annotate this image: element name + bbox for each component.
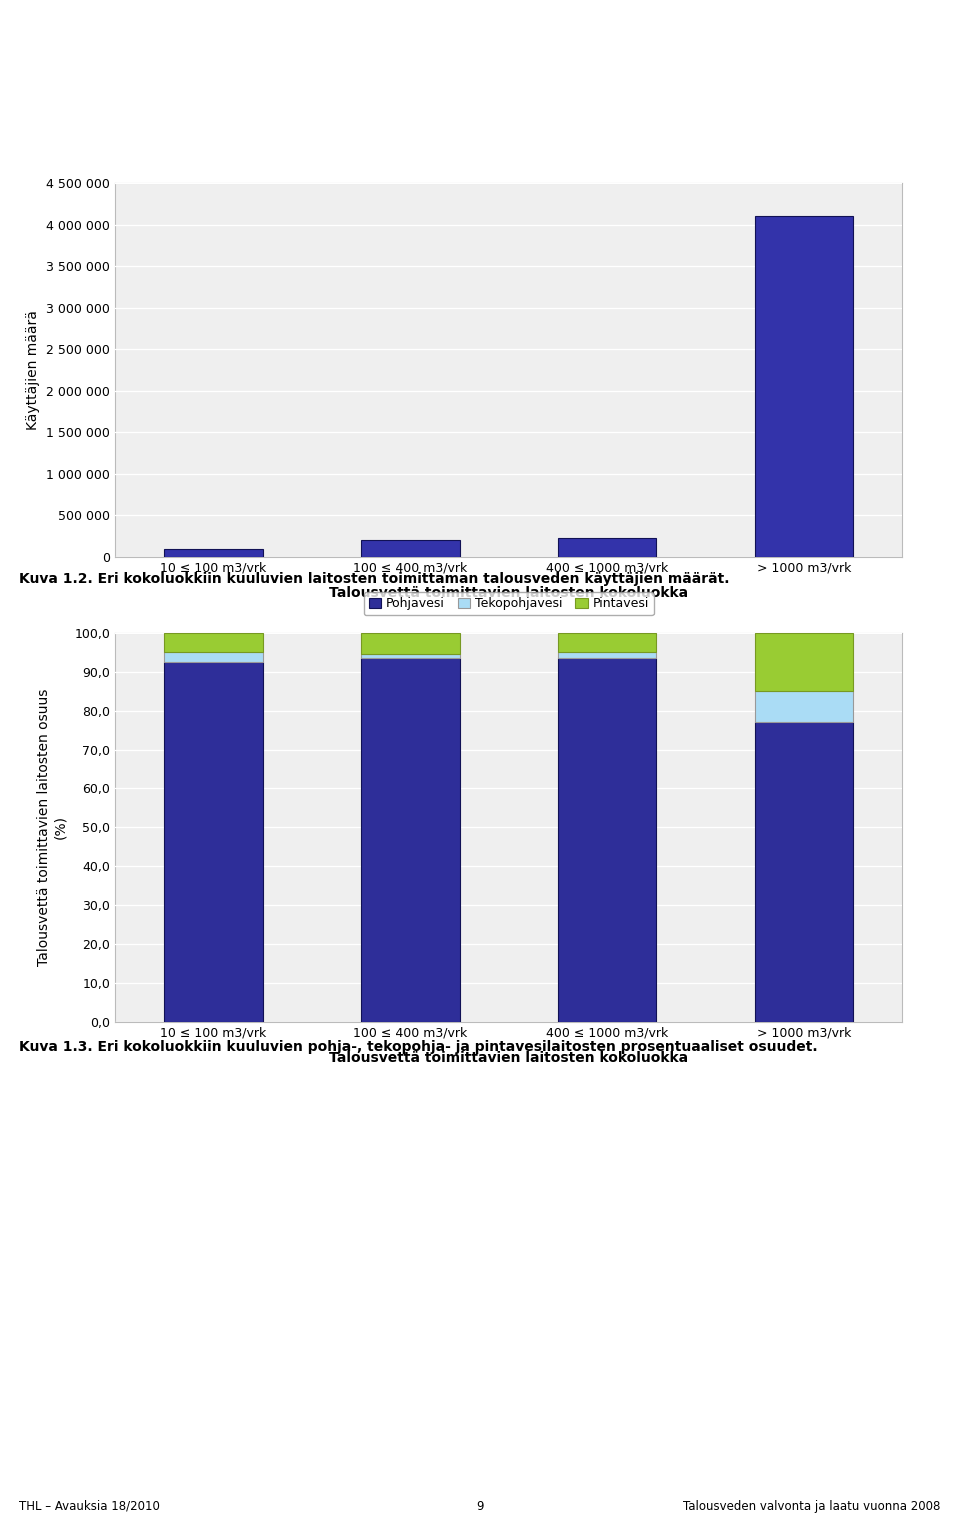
Bar	[164, 633, 263, 653]
Y-axis label: Talousvettä toimittavien laitosten osuus
(%): Talousvettä toimittavien laitosten osuus…	[37, 689, 67, 965]
Bar	[755, 217, 853, 557]
Bar	[755, 691, 853, 723]
Bar	[164, 662, 263, 1022]
Text: Talousveden valvonta ja laatu vuonna 2008: Talousveden valvonta ja laatu vuonna 200…	[684, 1499, 941, 1513]
Y-axis label: Käyttäjien määrä: Käyttäjien määrä	[26, 310, 39, 430]
Bar	[558, 538, 657, 557]
Text: Kuva 1.2. Eri kokoluokkiin kuuluvien laitosten toimittaman talousveden käyttäjie: Kuva 1.2. Eri kokoluokkiin kuuluvien lai…	[19, 572, 730, 586]
X-axis label: Talousvettä toimittavien laitosten kokoluokka: Talousvettä toimittavien laitosten kokol…	[329, 1051, 688, 1064]
Bar	[361, 540, 460, 557]
Legend: Pohjavesi, Tekopohjavesi, Pintavesi: Pohjavesi, Tekopohjavesi, Pintavesi	[364, 592, 654, 616]
X-axis label: Talousvettä toimittavien laitosten kokoluokka: Talousvettä toimittavien laitosten kokol…	[329, 586, 688, 599]
Bar	[755, 723, 853, 1022]
Bar	[558, 653, 657, 659]
Bar	[361, 654, 460, 659]
Bar	[755, 633, 853, 691]
Text: 9: 9	[476, 1499, 484, 1513]
Bar	[164, 549, 263, 557]
Bar	[558, 659, 657, 1022]
Bar	[361, 659, 460, 1022]
Bar	[361, 633, 460, 654]
Text: Kuva 1.3. Eri kokoluokkiin kuuluvien pohja-, tekopohja- ja pintavesilaitosten pr: Kuva 1.3. Eri kokoluokkiin kuuluvien poh…	[19, 1040, 818, 1054]
Text: THL – Avauksia 18/2010: THL – Avauksia 18/2010	[19, 1499, 160, 1513]
Bar	[558, 633, 657, 653]
Bar	[164, 653, 263, 662]
